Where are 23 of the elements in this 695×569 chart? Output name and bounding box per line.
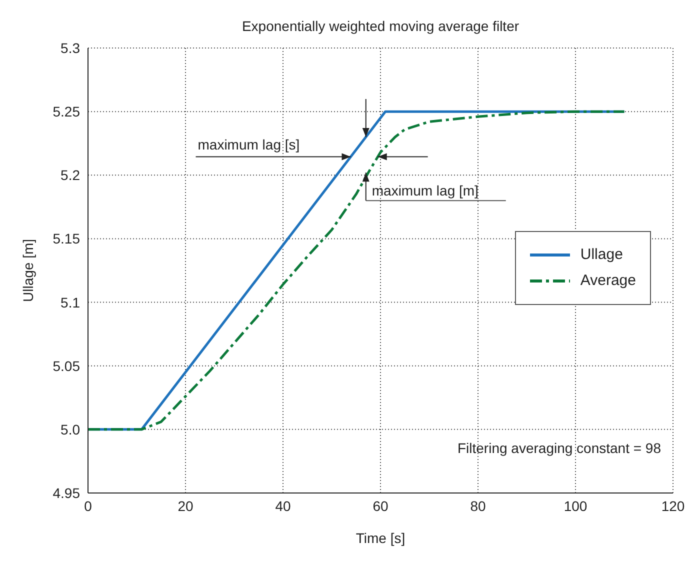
y-tick-label: 5.25 <box>52 104 80 120</box>
y-tick-label: 5.3 <box>60 40 80 56</box>
y-tick-label: 5.15 <box>52 230 80 247</box>
legend-label: Ullage <box>580 246 623 263</box>
x-tick-label: 0 <box>84 498 92 514</box>
chart-title: Exponentially weighted moving average filter <box>240 18 520 34</box>
legend-label: Average <box>580 272 636 289</box>
x-tick-label: 20 <box>178 498 194 514</box>
y-tick-label: 5.2 <box>60 167 80 184</box>
annotation: maximum lag [m] <box>372 182 478 199</box>
y-axis-title: Ullage [m] <box>20 238 36 302</box>
x-tick-label: 100 <box>564 498 588 514</box>
y-tick-label: 4.95 <box>52 484 80 501</box>
x-tick-label: 80 <box>470 498 486 514</box>
y-tick-label: 5.0 <box>60 421 80 438</box>
x-axis-title: Time [s] <box>356 530 406 546</box>
annotation: maximum lag [s] <box>198 136 300 153</box>
x-tick-label: 60 <box>372 498 388 514</box>
y-tick-label: 5.1 <box>60 294 80 310</box>
x-tick-label: 40 <box>275 498 291 514</box>
annotation: Filtering averaging constant = 98 <box>457 440 662 456</box>
y-tick-label: 5.05 <box>52 358 80 374</box>
x-tick-label: 120 <box>661 498 685 514</box>
